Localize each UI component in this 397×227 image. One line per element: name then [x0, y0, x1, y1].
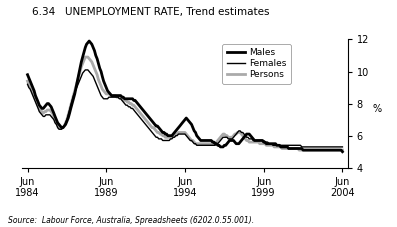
Males [206, 139, 211, 142]
Females [206, 144, 211, 147]
Persons [83, 56, 88, 58]
Persons [259, 142, 264, 145]
Persons [61, 126, 66, 129]
Females [83, 69, 88, 71]
Persons [340, 149, 345, 151]
Line: Persons: Persons [27, 57, 343, 150]
Persons [280, 147, 285, 150]
Text: Source:  Labour Force, Australia, Spreadsheets (6202.0.55.001).: Source: Labour Force, Australia, Spreads… [8, 216, 254, 225]
Females [25, 83, 30, 86]
Males [146, 115, 151, 118]
Line: Females: Females [27, 70, 343, 147]
Males [87, 40, 92, 42]
Line: Males: Males [27, 41, 343, 152]
Males [25, 73, 30, 76]
Females [339, 146, 343, 148]
Persons [146, 121, 151, 124]
Females [61, 126, 66, 129]
Males [340, 150, 345, 153]
Text: 6.34   UNEMPLOYMENT RATE, Trend estimates: 6.34 UNEMPLOYMENT RATE, Trend estimates [32, 7, 270, 17]
Males [259, 139, 264, 142]
Legend: Males, Females, Persons: Males, Females, Persons [222, 44, 291, 84]
Females [280, 144, 285, 147]
Y-axis label: %: % [373, 104, 382, 114]
Males [61, 126, 66, 129]
Females [146, 126, 151, 129]
Females [299, 146, 304, 148]
Persons [297, 149, 302, 151]
Females [259, 139, 264, 142]
Females [340, 146, 345, 148]
Males [280, 146, 285, 148]
Persons [206, 142, 211, 145]
Persons [25, 80, 30, 82]
Males [337, 149, 342, 151]
Persons [339, 149, 343, 151]
